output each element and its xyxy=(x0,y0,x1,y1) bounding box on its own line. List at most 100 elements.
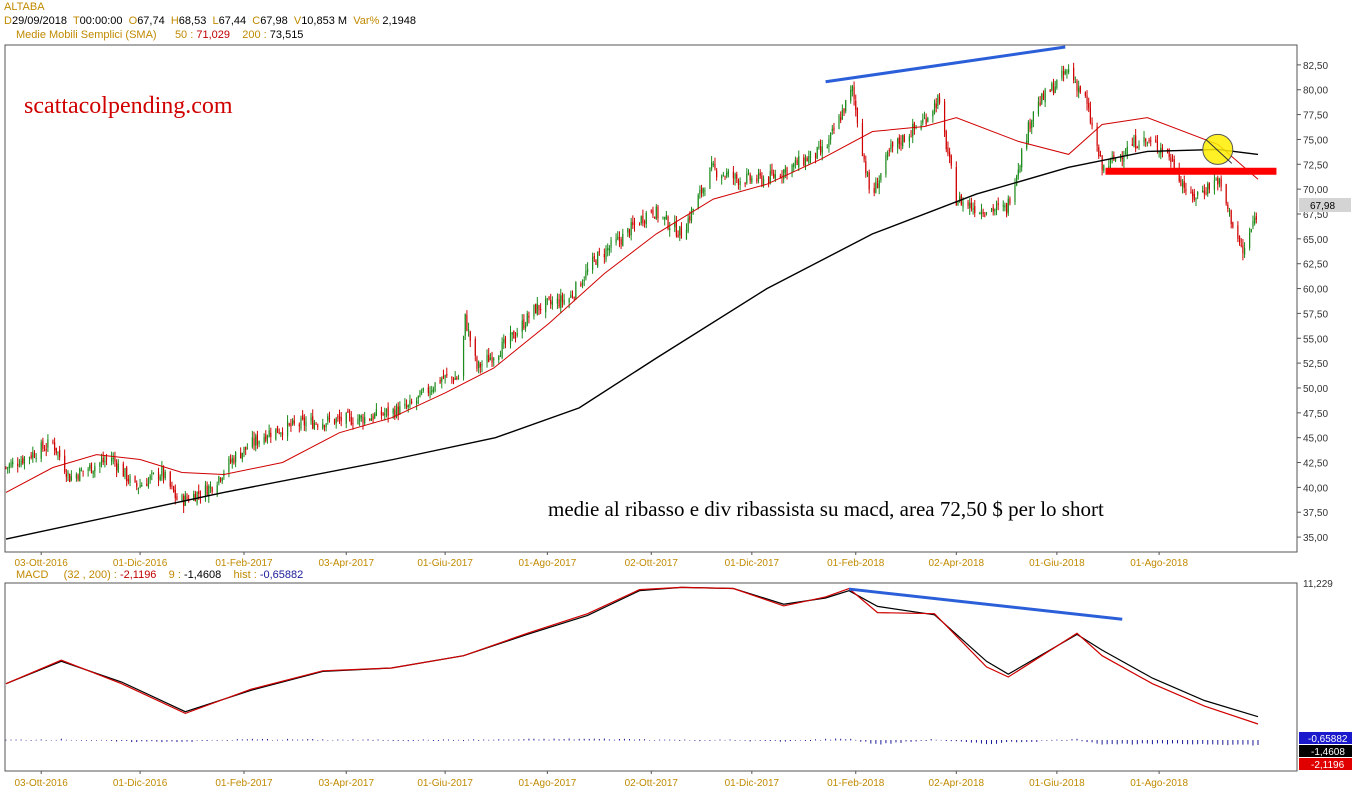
candle-body xyxy=(221,477,223,482)
symbol-title: ALTABA xyxy=(4,1,45,13)
candle-body xyxy=(967,202,969,206)
candle-body xyxy=(1029,122,1031,129)
candle-body xyxy=(216,485,218,494)
candle-body xyxy=(1044,89,1046,103)
candle-body xyxy=(633,222,636,225)
candle-body xyxy=(935,103,937,108)
candle-body xyxy=(305,421,307,427)
candle-body xyxy=(89,464,91,469)
candle-body xyxy=(786,167,788,176)
candle-body xyxy=(392,408,394,414)
candle-body xyxy=(957,202,959,206)
candle-body xyxy=(685,229,688,240)
candle-body xyxy=(1183,181,1185,189)
candle-body xyxy=(1042,93,1045,100)
candle-body xyxy=(181,495,183,501)
candle-body xyxy=(1252,221,1254,227)
y-tick-label: 57,50 xyxy=(1303,309,1328,320)
candle-body xyxy=(462,336,465,377)
candle-body xyxy=(722,174,724,176)
candle-body xyxy=(169,471,171,487)
candle-body xyxy=(1089,108,1091,123)
candle-body xyxy=(194,494,196,502)
candle-body xyxy=(493,358,495,361)
candle-body xyxy=(657,206,659,219)
candle-body xyxy=(1019,165,1021,173)
candle-body xyxy=(409,400,411,406)
candle-body xyxy=(421,391,423,394)
candle-body xyxy=(288,423,290,425)
candle-body xyxy=(680,227,683,239)
candle-body xyxy=(689,216,691,221)
candle-body xyxy=(640,216,642,224)
candle-body xyxy=(491,357,493,363)
candle-body xyxy=(110,458,113,462)
bearish-divergence-trendline-price xyxy=(825,45,1066,84)
x-tick-label: 02-Ott-2017 xyxy=(625,778,679,789)
candle-body xyxy=(35,457,37,459)
candle-body xyxy=(603,253,605,258)
candle-body xyxy=(947,147,949,154)
candle-body xyxy=(452,378,455,382)
candle-body xyxy=(469,331,471,341)
candle-body xyxy=(479,363,481,368)
candle-body xyxy=(1039,102,1041,106)
candle-body xyxy=(384,413,386,416)
candle-body xyxy=(1009,198,1011,204)
candle-body xyxy=(347,410,349,413)
candle-body xyxy=(995,204,998,210)
candle-body xyxy=(99,462,101,467)
candle-body xyxy=(526,313,528,326)
candle-body xyxy=(783,170,785,180)
candle-body xyxy=(18,465,21,467)
macd-legend: MACD (32 , 200) : -2,1196 9 : -1,4608 hi… xyxy=(16,569,304,581)
candle-body xyxy=(793,163,795,167)
candle-body xyxy=(20,460,22,466)
candle-body xyxy=(1240,244,1242,246)
candle-body xyxy=(607,248,609,251)
candle-body xyxy=(70,476,72,481)
candle-body xyxy=(927,117,929,122)
candle-body xyxy=(997,202,999,205)
candle-body xyxy=(57,451,59,454)
candle-body xyxy=(28,457,31,459)
candle-body xyxy=(333,419,336,424)
x-tick-label: 03-Ott-2016 xyxy=(15,778,69,789)
candle-body xyxy=(32,451,34,459)
x-tick-label: 01-Dic-2017 xyxy=(725,558,780,569)
candle-body xyxy=(87,469,89,471)
candle-body xyxy=(372,415,374,420)
candle-body xyxy=(949,151,951,157)
y-tick-label: 45,00 xyxy=(1303,434,1328,445)
candle-body xyxy=(186,496,188,499)
candle-body xyxy=(338,415,341,419)
candle-body xyxy=(643,221,646,223)
candle-body xyxy=(219,478,222,481)
candle-body xyxy=(655,206,657,219)
candle-body xyxy=(898,137,900,144)
candle-body xyxy=(962,201,964,208)
candle-body xyxy=(476,357,478,369)
candle-body xyxy=(840,117,842,121)
candle-body xyxy=(243,446,245,454)
x-tick-label: 01-Feb-2017 xyxy=(215,558,273,569)
candle-body xyxy=(704,190,706,192)
candle-body xyxy=(558,299,560,307)
candle-body xyxy=(1051,83,1053,91)
candle-body xyxy=(1103,165,1105,171)
candle-body xyxy=(863,155,865,160)
candle-body xyxy=(322,423,324,429)
candle-body xyxy=(563,299,565,304)
candle-body xyxy=(798,156,800,168)
candle-body xyxy=(362,416,364,424)
candle-body xyxy=(439,380,441,383)
candle-body xyxy=(229,459,232,463)
candle-body xyxy=(779,176,781,178)
candle-body xyxy=(516,333,518,336)
candle-body xyxy=(1124,153,1127,155)
candle-body xyxy=(618,236,621,241)
candle-body xyxy=(302,415,304,420)
candle-body xyxy=(1208,183,1210,190)
candle-body xyxy=(1079,85,1081,93)
candle-body xyxy=(104,460,106,462)
